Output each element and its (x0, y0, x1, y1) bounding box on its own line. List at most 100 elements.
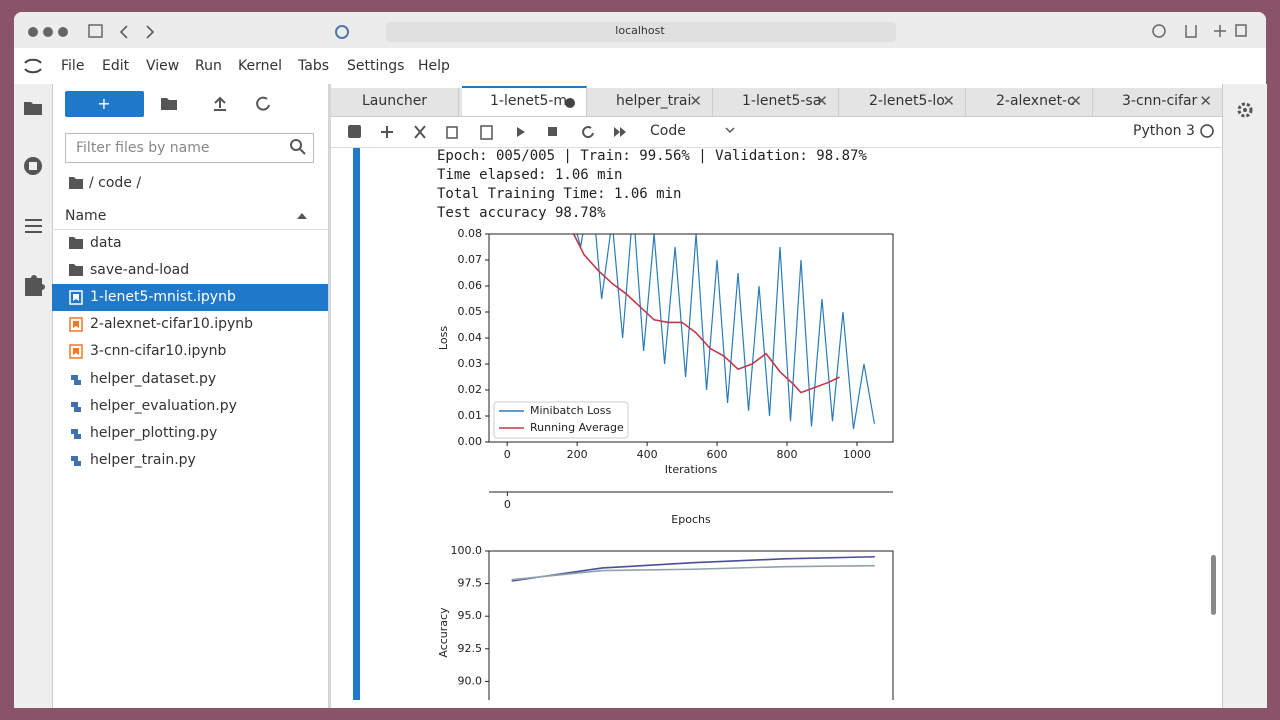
file-row[interactable]: helper_train.py (52, 447, 328, 474)
file-row[interactable]: 2-alexnet-cifar10.ipynb (52, 311, 328, 338)
y-tick-label: 0.06 (458, 279, 483, 292)
toolbar-icons[interactable] (331, 117, 631, 147)
tab[interactable]: 1-lenet5-m (462, 86, 587, 116)
menu-item[interactable]: File (61, 58, 85, 74)
property-inspector-icon[interactable] (1223, 84, 1267, 134)
file-row[interactable]: helper_dataset.py (52, 366, 328, 393)
file-name[interactable]: helper_dataset.py (90, 371, 217, 387)
new-launcher-button[interactable] (65, 91, 144, 117)
file-row[interactable]: 3-cnn-cifar10.ipynb (52, 338, 328, 365)
tab[interactable]: Launcher (334, 88, 459, 116)
y-tick-label: 0.08 (458, 227, 483, 240)
output-line: Total Training Time: 1.06 min (437, 186, 682, 202)
menu-item[interactable]: Run (195, 58, 222, 74)
file-name[interactable]: 3-cnn-cifar10.ipynb (90, 343, 227, 359)
menu-item[interactable]: Edit (102, 58, 130, 74)
y-tick-label: 0.00 (458, 435, 483, 448)
browser-toolbar (14, 12, 1266, 48)
menu-item[interactable]: Help (418, 58, 450, 74)
activity-bar (14, 84, 53, 708)
column-header[interactable]: Name (65, 208, 107, 224)
tab[interactable]: 3-cnn-cifar ✕ (1094, 88, 1223, 116)
output-line: Test accuracy 98.78% (437, 205, 606, 221)
plots: 0 200 400 600 800 1000 0.00 0.01 0.02 0.03 0.04 0.0… (437, 227, 894, 700)
cell-type-select[interactable]: Code (650, 123, 686, 139)
legend-label: Minibatch Loss (530, 404, 612, 417)
right-sidebar (1222, 84, 1267, 708)
menu-item[interactable]: Settings (347, 58, 405, 74)
x-axis-label: Epochs (671, 513, 711, 526)
search-icon (290, 139, 306, 155)
tab[interactable]: 2-alexnet-c ✕ (968, 88, 1093, 116)
legend-box (493, 401, 629, 439)
x-axis-label: Iterations (665, 463, 718, 476)
activity-icons (24, 102, 45, 296)
plot-area (572, 234, 876, 430)
file-name[interactable]: 2-alexnet-cifar10.ipynb (90, 316, 254, 332)
axes-frame (488, 550, 894, 700)
y-tick-label: 90.0 (458, 674, 483, 687)
url[interactable]: localhost (615, 24, 665, 37)
y-tick-label: 0.05 (458, 305, 483, 318)
cell-collapser[interactable] (353, 148, 360, 700)
plot-area (511, 555, 875, 582)
file-row[interactable]: 1-lenet5-mnist.ipynb (52, 284, 328, 311)
y-tick-label: 97.5 (458, 577, 483, 590)
tab-label[interactable]: Launcher (362, 93, 428, 109)
menu-item[interactable]: View (146, 58, 180, 74)
notebook-toolbar (331, 117, 1222, 148)
file-row[interactable]: data (52, 230, 328, 257)
breadcrumb[interactable]: / code / (89, 175, 142, 191)
x-tick-label: 400 (637, 448, 658, 461)
file-row[interactable]: save-and-load (52, 257, 328, 284)
file-name[interactable]: data (90, 235, 122, 251)
x-tick-label: 0 (504, 448, 511, 461)
menu-item[interactable]: Kernel (238, 58, 282, 74)
y-axis-label: Loss (437, 326, 450, 350)
tab-label[interactable]: 2-alexnet-c (996, 93, 1075, 109)
file-name[interactable]: 1-lenet5-mnist.ipynb (90, 289, 236, 305)
tab-label[interactable]: 1-lenet5-m (490, 93, 568, 109)
legend-label: Running Average (530, 421, 624, 434)
tab-label[interactable]: 3-cnn-cifar (1122, 93, 1198, 109)
tab[interactable]: 2-lenet5-lo ✕ (841, 88, 966, 116)
x-tick-label: 0 (504, 498, 511, 511)
header-border (52, 229, 328, 230)
kernel-name[interactable]: Python 3 (1133, 123, 1195, 139)
y-tick-label: 0.04 (458, 331, 483, 344)
x-tick-label: 600 (707, 448, 728, 461)
series-line (511, 564, 875, 581)
x-tick-label: 200 (567, 448, 588, 461)
y-tick-label: 0.07 (458, 253, 483, 266)
menu-item[interactable]: Tabs (298, 58, 329, 74)
file-row[interactable]: helper_evaluation.py (52, 393, 328, 420)
folder-icon (69, 177, 83, 189)
new-launcher-label[interactable]: + (97, 94, 111, 113)
y-tick-label: 95.0 (458, 609, 483, 622)
tab[interactable]: helper_trai ✕ (588, 88, 713, 116)
series-line (572, 234, 840, 394)
y-tick-label: 92.5 (458, 642, 483, 655)
tab-label[interactable]: 1-lenet5-sa (742, 93, 822, 109)
x-tick-label: 800 (777, 448, 798, 461)
file-row[interactable]: helper_plotting.py (52, 420, 328, 447)
chevron (725, 127, 735, 134)
notebook (331, 148, 1222, 708)
splitter (328, 84, 331, 708)
y-tick-label: 100.0 (451, 544, 483, 557)
tab[interactable]: 1-lenet5-sa ✕ (714, 88, 839, 116)
sort-arrow (297, 213, 307, 219)
file-name[interactable]: helper_evaluation.py (90, 398, 237, 414)
tab-label[interactable]: 2-lenet5-lo (869, 93, 945, 109)
filter-placeholder[interactable]: Filter files by name (76, 140, 210, 156)
file-name[interactable]: helper_plotting.py (90, 425, 218, 441)
file-toolbar-icons[interactable] (155, 92, 275, 116)
file-name[interactable]: save-and-load (90, 262, 190, 278)
filter-input[interactable] (65, 133, 314, 163)
y-tick-label: 0.03 (458, 357, 483, 370)
series-line (511, 555, 875, 582)
tab-label[interactable]: helper_trai (616, 93, 692, 109)
file-name[interactable]: helper_train.py (90, 452, 196, 468)
scrollbar[interactable] (1211, 555, 1216, 615)
browser-controls (28, 22, 1247, 42)
